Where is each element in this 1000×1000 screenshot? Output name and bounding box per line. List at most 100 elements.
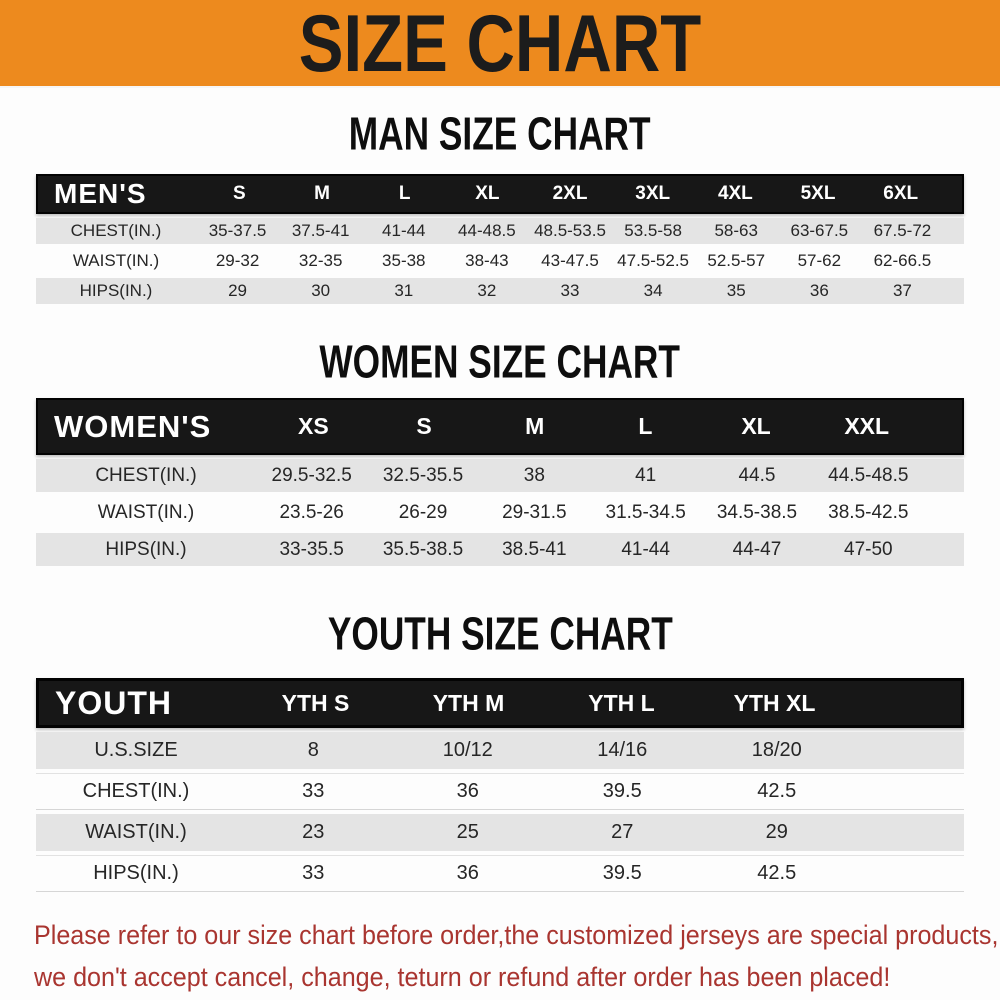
row-label: U.S.SIZE <box>94 739 178 762</box>
size-value-cell: 38-43 <box>465 251 509 271</box>
size-column-header: YTH XL <box>733 689 816 716</box>
size-value-cell: 33 <box>560 281 580 301</box>
size-column-header: M <box>525 413 545 440</box>
size-value-cell: 35-38 <box>382 251 426 271</box>
size-value-cell: 38 <box>523 464 545 486</box>
size-column-header: XXL <box>844 413 890 440</box>
man-section-heading: MAN SIZE CHART <box>349 107 651 160</box>
size-value-cell: 44.5-48.5 <box>828 464 909 486</box>
size-column-header: L <box>398 183 411 205</box>
size-value-cell: 32-35 <box>298 251 343 271</box>
size-value-cell: 47-50 <box>844 538 893 560</box>
row-label: CHEST(IN.) <box>82 780 190 803</box>
womens-header-label: WOMEN'S <box>54 408 212 444</box>
table-row-hips: HIPS(IN.) 33-35.5 35.5-38.5 38.5-41 41-4… <box>36 533 964 567</box>
size-column-header: YTH M <box>432 689 505 716</box>
size-value-cell: 47.5-52.5 <box>617 251 690 271</box>
table-row-waist: WAIST(IN.) 23 25 27 29 <box>36 814 964 852</box>
size-value-cell: 48.5-53.5 <box>534 221 606 241</box>
mens-table-header: MEN'S S M L XL 2XL 3XL 4XL 5XL 6XL <box>36 174 964 215</box>
row-label: WAIST(IN.) <box>97 501 195 523</box>
size-value-cell: 33 <box>302 780 325 803</box>
youth-table-header: YOUTH YTH S YTH M YTH L YTH XL <box>36 678 964 729</box>
size-column-header: M <box>314 183 330 205</box>
size-value-cell: 29-32 <box>215 251 260 271</box>
size-value-cell: 27 <box>611 821 634 844</box>
row-label: WAIST(IN.) <box>72 251 160 271</box>
youth-section-heading: YOUTH SIZE CHART <box>327 607 673 660</box>
size-column-header: 4XL <box>717 183 753 205</box>
size-value-cell: 30 <box>311 281 331 301</box>
size-value-cell: 35.5-38.5 <box>382 538 464 560</box>
size-value-cell: 32 <box>477 281 497 301</box>
table-row-us-size: U.S.SIZE 8 10/12 14/16 18/20 <box>36 732 964 770</box>
size-value-cell: 36 <box>809 281 829 301</box>
table-row-chest: CHEST(IN.) 35-37.5 37.5-41 41-44 44-48.5… <box>36 218 964 245</box>
size-value-cell: 10/12 <box>442 739 493 762</box>
size-value-cell: 42.5 <box>757 780 797 803</box>
size-value-cell: 31.5-34.5 <box>605 501 686 523</box>
size-value-cell: 44-48.5 <box>458 221 516 241</box>
size-value-cell: 44.5 <box>738 464 776 486</box>
row-label: HIPS(IN.) <box>79 281 153 301</box>
size-value-cell: 33 <box>302 862 325 885</box>
size-value-cell: 39.5 <box>602 862 642 885</box>
size-column-header: S <box>232 183 246 205</box>
womens-size-table: WOMEN'S XS S M L XL XXL CHEST(IN.) 29.5-… <box>36 398 964 567</box>
size-value-cell: 31 <box>394 281 414 301</box>
size-value-cell: 42.5 <box>757 862 797 885</box>
size-column-header: 2XL <box>552 183 588 205</box>
size-column-header: 3XL <box>635 183 671 205</box>
size-value-cell: 36 <box>456 862 479 885</box>
size-value-cell: 26-29 <box>398 501 448 523</box>
size-value-cell: 8 <box>307 739 319 762</box>
size-value-cell: 23.5-26 <box>279 501 344 523</box>
size-value-cell: 29.5-32.5 <box>271 464 352 486</box>
size-value-cell: 41-44 <box>621 538 670 560</box>
size-column-header: S <box>416 413 432 440</box>
disclaimer-line-2: we don't accept cancel, change, teturn o… <box>34 962 891 993</box>
size-value-cell: 44-47 <box>732 538 782 560</box>
size-value-cell: 39.5 <box>602 780 642 803</box>
size-value-cell: 63-67.5 <box>790 221 849 241</box>
table-row-waist: WAIST(IN.) 29-32 32-35 35-38 38-43 43-47… <box>36 248 964 274</box>
table-row-hips: HIPS(IN.) 29 30 31 32 33 34 35 36 37 <box>36 278 964 305</box>
row-label: CHEST(IN.) <box>70 221 162 241</box>
size-column-header: 5XL <box>800 183 836 205</box>
size-value-cell: 37 <box>892 281 912 301</box>
size-value-cell: 25 <box>456 821 479 844</box>
size-value-cell: 14/16 <box>597 739 648 762</box>
size-value-cell: 29 <box>228 281 248 301</box>
youth-header-label: YOUTH <box>55 684 172 721</box>
row-label: CHEST(IN.) <box>95 464 197 486</box>
size-value-cell: 67.5-72 <box>873 221 932 241</box>
size-value-cell: 18/20 <box>751 739 802 762</box>
size-column-header: XL <box>475 183 500 205</box>
size-value-cell: 52.5-57 <box>707 251 766 271</box>
table-row-hips: HIPS(IN.) 33 36 39.5 42.5 <box>36 855 964 893</box>
womens-table-header: WOMEN'S XS S M L XL XXL <box>36 398 964 456</box>
size-value-cell: 29 <box>765 821 788 844</box>
size-value-cell: 53.5-58 <box>624 221 682 241</box>
row-label: WAIST(IN.) <box>85 821 187 844</box>
row-label: HIPS(IN.) <box>93 862 179 885</box>
size-value-cell: 57-62 <box>797 251 842 271</box>
size-column-header: L <box>638 413 653 440</box>
table-row-chest: CHEST(IN.) 29.5-32.5 32.5-35.5 38 41 44.… <box>36 459 964 493</box>
size-value-cell: 34.5-38.5 <box>716 501 798 523</box>
size-value-cell: 32.5-35.5 <box>382 464 464 486</box>
disclaimer-text: Please refer to our size chart before or… <box>0 914 1000 998</box>
size-value-cell: 38.5-41 <box>502 538 567 560</box>
size-column-header: XL <box>741 413 771 440</box>
size-value-cell: 41 <box>635 464 657 486</box>
size-value-cell: 37.5-41 <box>291 221 350 241</box>
size-column-header: YTH L <box>588 689 655 716</box>
size-value-cell: 36 <box>456 780 479 803</box>
size-value-cell: 34 <box>643 281 663 301</box>
size-value-cell: 23 <box>302 821 325 844</box>
size-value-cell: 35 <box>726 281 746 301</box>
size-value-cell: 62-66.5 <box>873 251 932 271</box>
table-row-chest: CHEST(IN.) 33 36 39.5 42.5 <box>36 773 964 811</box>
size-column-header: YTH S <box>281 689 350 716</box>
